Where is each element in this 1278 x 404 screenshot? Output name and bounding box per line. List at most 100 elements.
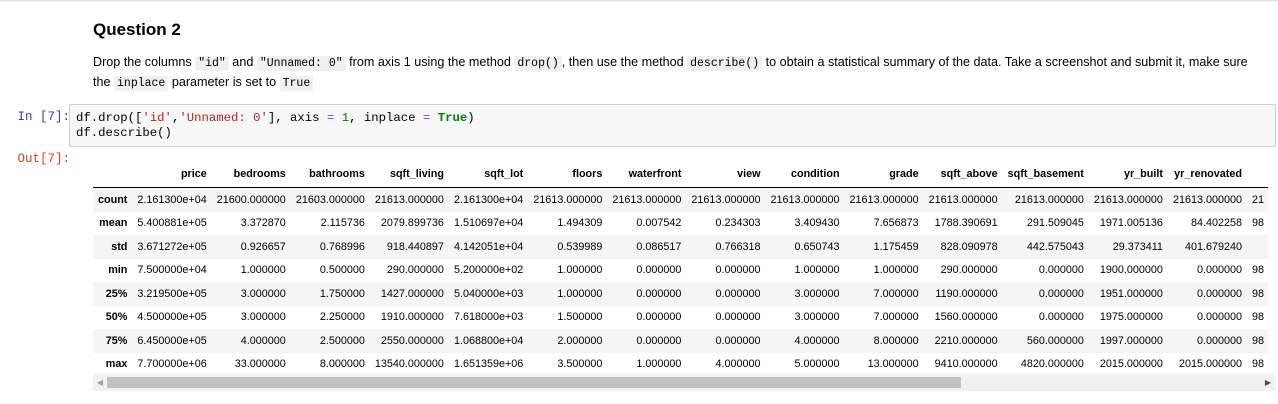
scrollbar-thumb[interactable] <box>107 377 961 388</box>
table-cell: 0.007542 <box>636 217 682 230</box>
table-cell: 21613.000000 <box>1172 193 1242 206</box>
table-cell: 98 <box>1252 358 1265 371</box>
table-cell: 33.000000 <box>234 358 286 371</box>
table-cell: 1190.000000 <box>935 287 998 300</box>
input-prompt: In [7]: <box>17 110 70 124</box>
table-cell: 3.000000 <box>240 287 286 300</box>
table-cell: 4820.000000 <box>1020 358 1084 371</box>
table-cell: 0.000000 <box>1196 311 1242 324</box>
text-span: to obtain a statistical summary of the d… <box>93 55 1248 89</box>
text-span: Drop the columns <box>93 55 196 69</box>
table-cell: 442.575043 <box>1026 240 1084 253</box>
inline-code: True <box>279 76 314 91</box>
column-header: grade <box>844 160 924 188</box>
text-span: parameter is set to <box>168 75 280 89</box>
table-cell: 0.000000 <box>715 334 761 347</box>
code-token: , inplace <box>349 111 423 125</box>
table-cell: 5.000000 <box>794 358 840 371</box>
code-keyword: True <box>437 111 468 125</box>
describe-table: price bedrooms bathrooms sqft_living sqft_lo… <box>93 160 1268 372</box>
index-header <box>93 160 133 188</box>
row-label: min <box>108 264 128 277</box>
table-cell: 7.700000e+06 <box>137 358 207 371</box>
table-header-row: price bedrooms bathrooms sqft_living sqft_lo… <box>93 160 1268 188</box>
table-body: count 2.161300e+04 21600.000000 21603.00000… <box>93 187 1268 373</box>
column-header: sqft_basement <box>1002 160 1089 188</box>
table-cell: 2015.000000 <box>1178 358 1242 371</box>
table-cell: 6.450000e+05 <box>137 334 207 347</box>
row-label: mean <box>99 217 128 230</box>
code-token <box>430 111 437 125</box>
inline-code: describe() <box>687 56 763 71</box>
table-cell: 1.500000 <box>557 311 603 324</box>
table-cell: 2.161300e+04 <box>137 193 207 206</box>
table-cell: 21613.000000 <box>374 193 444 206</box>
table-cell: 2550.000000 <box>380 334 444 347</box>
column-header: yr_renovated <box>1167 160 1247 188</box>
table-cell: 1.000000 <box>873 264 919 277</box>
table-cell: 29.373411 <box>1112 240 1163 253</box>
table-cell: 1427.000000 <box>380 287 444 300</box>
table-row: count 2.161300e+04 21600.000000 21603.00000… <box>93 187 1268 212</box>
inline-code: "Unnamed: 0" <box>256 56 346 71</box>
table-cell: 7.000000 <box>873 287 919 300</box>
horizontal-scrollbar[interactable]: ◀ ▶ <box>93 374 1275 391</box>
column-header: bathrooms <box>290 160 370 188</box>
table-cell: 8.000000 <box>319 358 365 371</box>
column-header: condition <box>765 160 845 188</box>
table-cell: 21603.000000 <box>295 193 365 206</box>
table-cell: 0.766318 <box>715 240 761 253</box>
table-cell: 1.651359e+06 <box>453 358 524 371</box>
table-cell: 0.000000 <box>715 264 761 277</box>
table-cell: 3.219500e+05 <box>137 287 207 300</box>
code-token <box>334 111 341 125</box>
scroll-right-arrow-icon[interactable]: ▶ <box>1264 378 1272 387</box>
table-cell: 0.000000 <box>1196 264 1242 277</box>
table-cell: 3.000000 <box>240 311 286 324</box>
code-operator: = <box>422 111 431 125</box>
table-cell: 2.250000 <box>319 311 365 324</box>
table-cell: 13.000000 <box>867 358 919 371</box>
code-token: ], axis <box>267 111 327 125</box>
table-cell: 1.000000 <box>557 264 603 277</box>
table-cell: 4.000000 <box>794 334 840 347</box>
scroll-left-arrow-icon[interactable]: ◀ <box>96 378 104 387</box>
inline-code: drop() <box>514 56 562 71</box>
table-cell: 1975.000000 <box>1099 311 1163 324</box>
table-cell: 1.000000 <box>557 287 603 300</box>
table-cell: 98 <box>1252 264 1265 277</box>
table-cell: 1.000000 <box>794 264 840 277</box>
column-header: waterfront <box>607 160 687 188</box>
table-row: 25% 3.219500e+05 3.000000 1.750000 1427.0000… <box>93 282 1268 306</box>
table-cell: 21613.000000 <box>1014 193 1084 206</box>
column-header <box>1247 160 1268 188</box>
column-header: floors <box>528 160 608 188</box>
table-cell: 9410.000000 <box>934 358 998 371</box>
table-cell: 1971.005136 <box>1099 217 1163 230</box>
table-cell: 2.500000 <box>319 334 365 347</box>
code-input-cell[interactable]: df.drop(['id','Unnamed: 0'], axis = 1, i… <box>69 104 1276 147</box>
table-cell: 2210.000000 <box>934 334 998 347</box>
table-cell <box>1247 235 1268 259</box>
table-cell: 1997.000000 <box>1099 334 1163 347</box>
table-cell: 5.040000e+03 <box>453 287 524 300</box>
table-cell: 2079.899736 <box>380 217 444 230</box>
table-cell: 5.400881e+05 <box>137 217 207 230</box>
table-cell: 0.000000 <box>1038 287 1084 300</box>
table-cell: 5.200000e+02 <box>453 264 524 277</box>
table-cell: 7.618000e+03 <box>453 311 524 324</box>
table-cell: 828.090978 <box>940 240 998 253</box>
table-cell: 3.000000 <box>794 287 840 300</box>
table-cell: 0.650743 <box>794 240 840 253</box>
row-label: max <box>105 358 128 371</box>
table-cell: 3.409430 <box>794 217 840 230</box>
table-cell: 1.068800e+04 <box>453 334 524 347</box>
table-cell: 21 <box>1252 193 1265 206</box>
table-cell: 1900.000000 <box>1099 264 1163 277</box>
table-cell: 0.000000 <box>1196 287 1242 300</box>
code-text[interactable]: df.drop(['id','Unnamed: 0'], axis = 1, i… <box>76 111 475 141</box>
table-cell: 401.679240 <box>1184 240 1242 253</box>
table-cell: 290.000000 <box>386 264 444 277</box>
table-cell: 3.000000 <box>794 311 840 324</box>
question-heading: Question 2 <box>93 20 181 39</box>
